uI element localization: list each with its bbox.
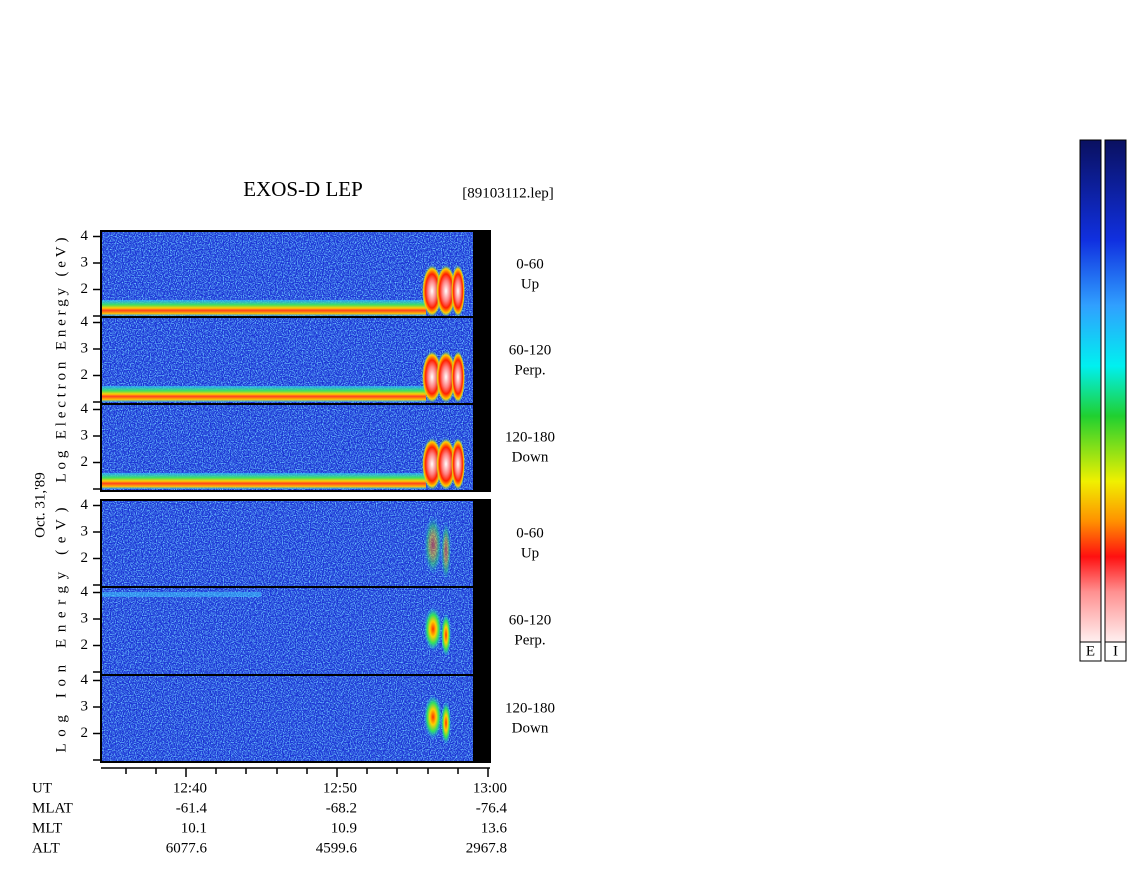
direction: Perp. [514, 362, 545, 378]
panel-border [100, 499, 491, 763]
spectrogram-panel [100, 316, 490, 404]
date: Oct. 31,'89 [32, 472, 48, 538]
angle-range: 60-120 [509, 612, 552, 628]
y-tick-label: 4 [81, 497, 89, 513]
orbit-value: 10.9 [331, 820, 357, 836]
noise [101, 500, 473, 587]
orbit-value: 13.6 [481, 820, 508, 836]
no-data [473, 231, 490, 318]
y-tick-label: 4 [81, 401, 89, 417]
direction: Up [521, 276, 539, 292]
y-tick-label: 2 [81, 454, 89, 470]
precipitation [436, 265, 456, 317]
ion-beam [101, 592, 261, 597]
direction: Perp. [514, 632, 545, 648]
y-tick-label: 2 [81, 637, 89, 653]
precipitation [451, 265, 465, 317]
orbit-value: 13:00 [473, 780, 507, 796]
colorbar [1079, 139, 1102, 643]
colorbar [1104, 139, 1127, 643]
spectrogram-panel [100, 674, 490, 762]
precipitation [451, 438, 465, 490]
y-tick-label: 2 [81, 281, 89, 297]
colorbars: E I [1079, 139, 1127, 662]
orbit-label: UT [32, 780, 52, 796]
orbit-value: -76.4 [476, 800, 508, 816]
x-axis [101, 767, 490, 777]
ion-ylabel: Log Ion Energy (eV) [53, 508, 69, 753]
orbit-value: 6077.6 [166, 840, 208, 856]
ion-burst [424, 607, 442, 651]
y-tick-label: 2 [81, 725, 89, 741]
no-data [473, 404, 490, 491]
orbit-value: 4599.6 [316, 840, 358, 856]
precipitation [422, 351, 442, 403]
spectrogram-panel [100, 230, 490, 318]
no-data [473, 317, 490, 404]
orbit-label: MLAT [32, 800, 73, 816]
angle-range: 120-180 [505, 429, 555, 445]
orbit-value: 10.1 [181, 820, 207, 836]
low-energy-band [101, 300, 426, 316]
no-data [473, 500, 490, 587]
colorbar-label: I [1113, 643, 1118, 659]
file-name: [89103112.lep] [462, 185, 554, 201]
y-tick-label: 4 [81, 584, 89, 600]
low-energy-band [101, 473, 426, 489]
no-data [473, 587, 490, 674]
orbit-label: MLT [32, 820, 62, 836]
title: EXOS-D LEP [243, 177, 363, 201]
y-tick-label: 3 [81, 340, 89, 356]
colorbar-label-box [1079, 641, 1102, 662]
orbit-value: 12:50 [323, 780, 357, 796]
ion-burst [441, 613, 451, 657]
angle-range: 120-180 [505, 700, 555, 716]
direction: Up [521, 545, 539, 561]
spectrogram-panel [100, 403, 490, 491]
panel-border [100, 230, 491, 492]
y-tick-label: 3 [81, 427, 89, 443]
y-tick-label: 4 [81, 672, 89, 688]
direction: Down [512, 449, 549, 465]
ion-burst [441, 521, 451, 581]
direction: Down [512, 720, 549, 736]
orbit-value: -68.2 [326, 800, 357, 816]
dropouts [101, 675, 473, 762]
y-tick-label: 3 [81, 698, 89, 714]
angle-range: 60-120 [509, 342, 552, 358]
colorbar-label-box [1104, 641, 1127, 662]
orbit-value: -61.4 [176, 800, 208, 816]
spectrogram-panel [100, 586, 490, 674]
orbit-label: ALT [32, 840, 60, 856]
angle-range: 0-60 [516, 525, 544, 541]
y-tick-label: 4 [81, 314, 89, 330]
electron-ylabel: Log Electron Energy (eV) [53, 238, 69, 483]
no-data [473, 675, 490, 762]
y-tick-label: 2 [81, 550, 89, 566]
orbit-value: 12:40 [173, 780, 207, 796]
angle-range: 0-60 [516, 256, 544, 272]
precipitation [422, 265, 442, 317]
ion-burst [424, 515, 442, 575]
noise [101, 587, 473, 674]
y-tick-label: 3 [81, 610, 89, 626]
ion-burst [441, 701, 451, 745]
y-tick-label: 2 [81, 367, 89, 383]
low-energy-band [101, 386, 426, 402]
y-tick-label: 4 [81, 228, 89, 244]
ion-burst [424, 695, 442, 739]
precipitation [436, 351, 456, 403]
precipitation [422, 438, 442, 490]
precipitation [436, 438, 456, 490]
spectrogram-panel [100, 499, 490, 587]
orbit-value: 2967.8 [466, 840, 507, 856]
y-tick-label: 3 [81, 523, 89, 539]
precipitation [451, 351, 465, 403]
y-tick-label: 3 [81, 254, 89, 270]
colorbar-label: E [1086, 643, 1095, 659]
